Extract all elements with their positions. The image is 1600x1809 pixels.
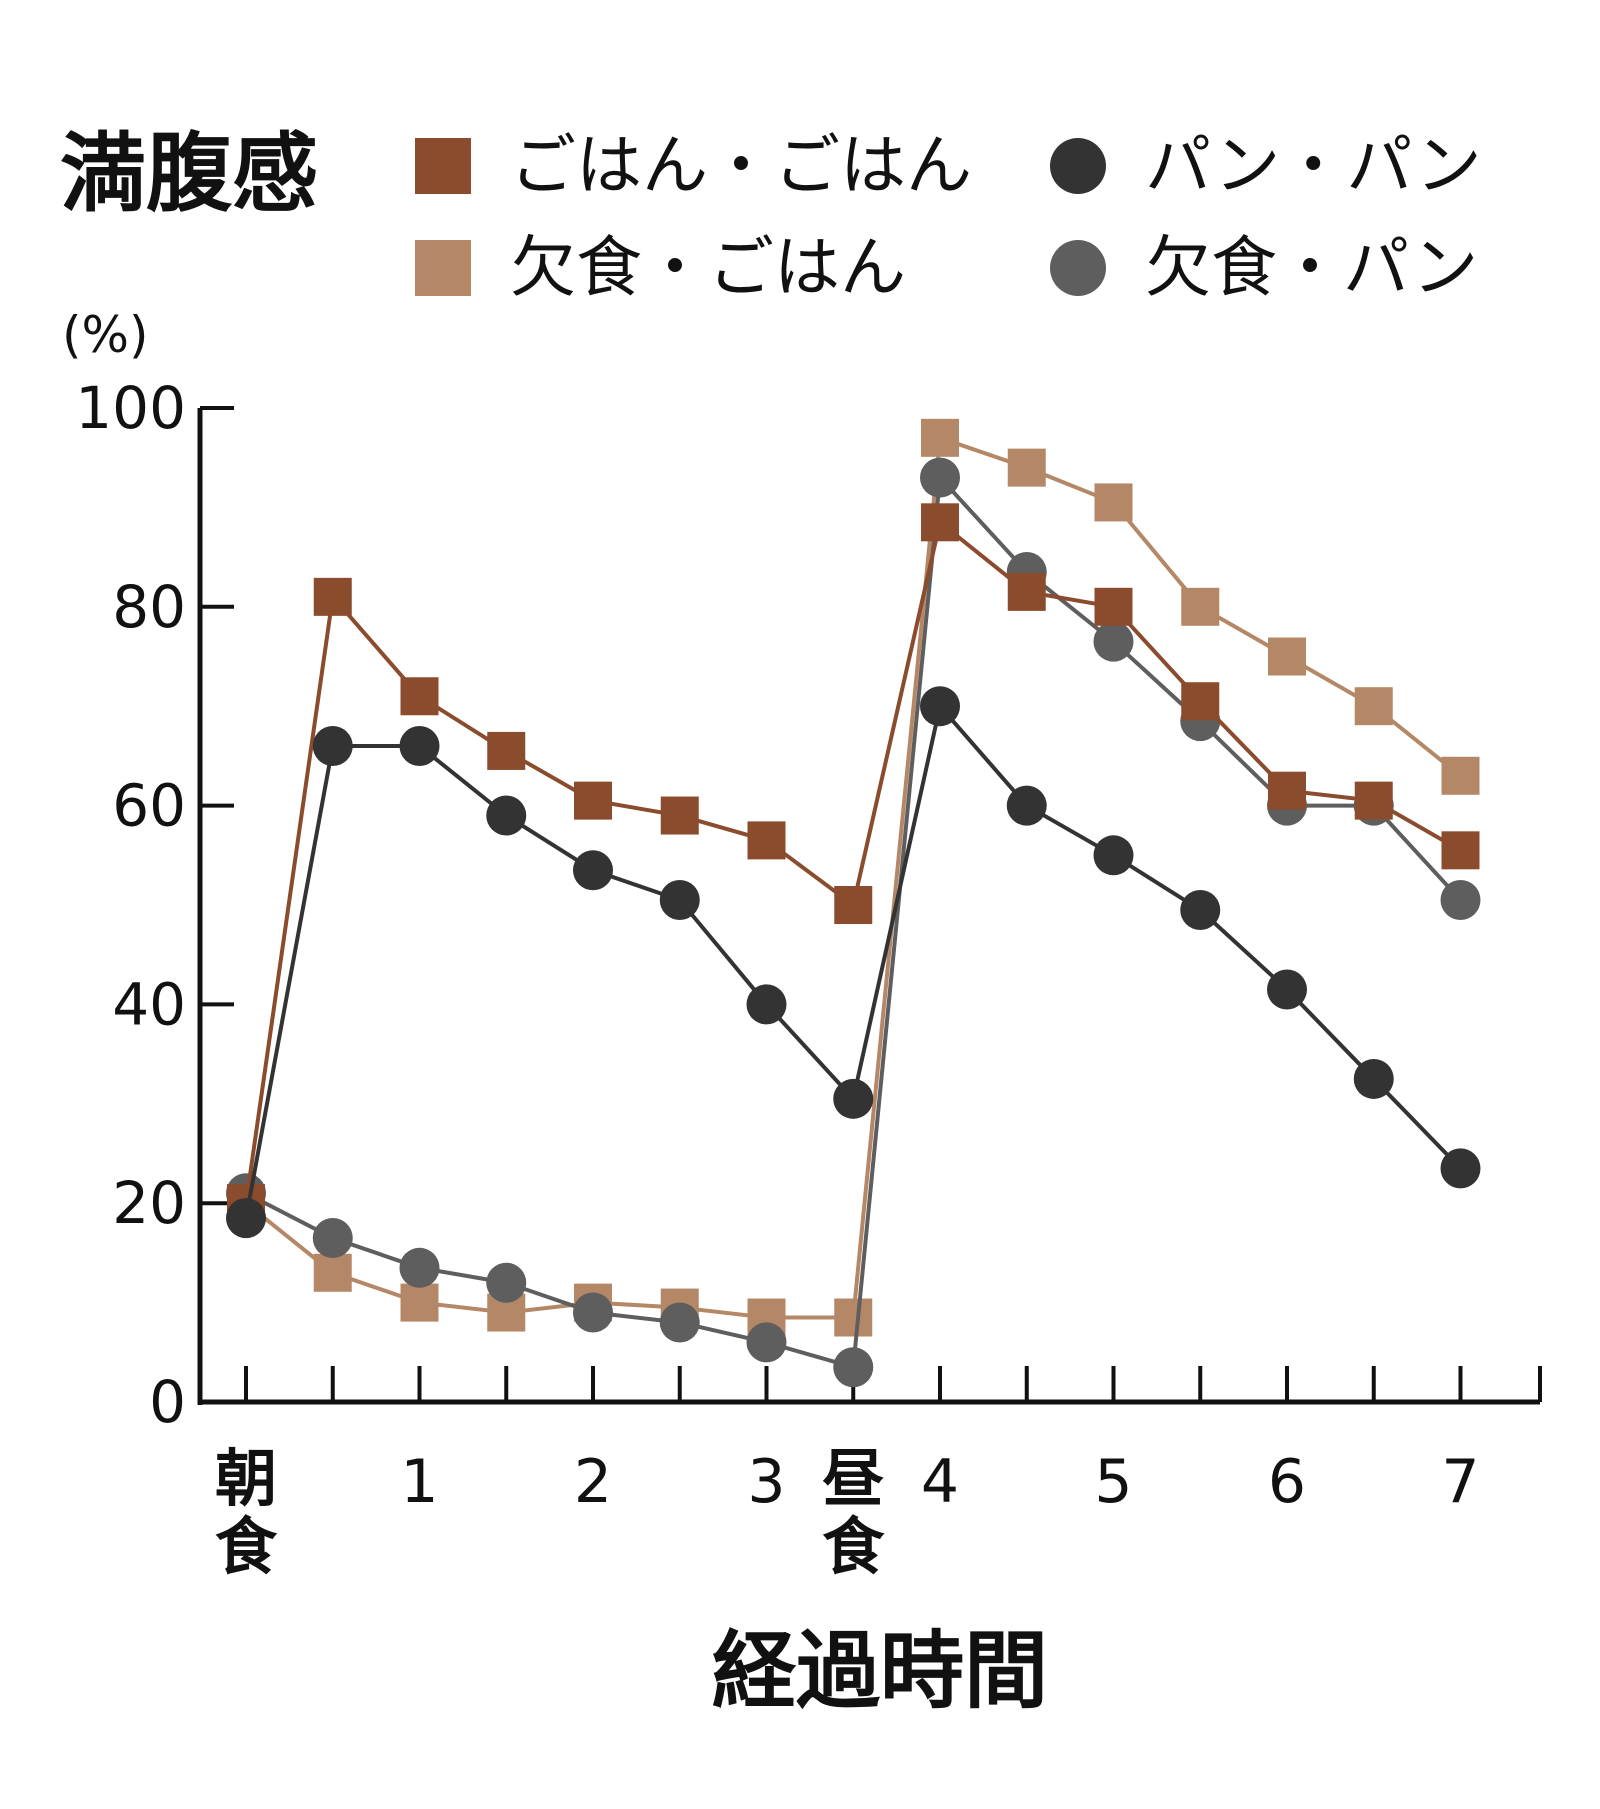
data-point [1441, 756, 1480, 795]
data-point [1094, 587, 1133, 626]
legend-item: パン・パン [1050, 127, 1482, 204]
data-point [1354, 687, 1393, 726]
data-point [746, 1322, 787, 1363]
x-tick-label: 1 [400, 1447, 438, 1517]
text-layer: 満腹感 (%) 経過時間 [60, 124, 1048, 1720]
data-point [226, 1198, 266, 1239]
data-point [1006, 785, 1047, 826]
data-point [834, 1298, 873, 1337]
data-point [486, 1262, 527, 1303]
legend-item: 欠食・パン [1050, 229, 1478, 306]
data-point [313, 1253, 352, 1292]
data-point [746, 984, 787, 1025]
chart-title: 満腹感 [60, 124, 318, 224]
data-point [660, 796, 699, 835]
y-tick-label: 40 [112, 970, 186, 1038]
data-point [312, 725, 353, 766]
data-point [399, 725, 440, 766]
data-point [1007, 448, 1046, 487]
legend-item: 欠食・ごはん [415, 229, 906, 306]
data-point [399, 1247, 440, 1288]
data-point [1268, 771, 1306, 810]
data-point [1441, 831, 1480, 870]
data-point [1268, 637, 1306, 676]
data-point [486, 795, 527, 836]
legend-circle-icon [1050, 240, 1106, 296]
legend-square-icon [415, 138, 471, 194]
series-0 [227, 503, 1480, 1223]
legend-label: ごはん・ごはん [510, 127, 972, 204]
x-tick-label: 5 [1094, 1447, 1132, 1517]
data-point [1440, 1148, 1481, 1189]
x-tick-label: 6 [1268, 1447, 1306, 1517]
series-line [244, 435, 1462, 1320]
y-tick-label: 80 [112, 573, 186, 641]
data-point [1180, 889, 1221, 930]
data-point [659, 880, 700, 921]
data-point [1354, 781, 1393, 820]
y-tick-label: 60 [112, 772, 186, 840]
data-point [920, 457, 960, 498]
data-point [1353, 1058, 1394, 1099]
y-tick-label: 100 [75, 374, 186, 442]
legend-label: 欠食・ごはん [510, 229, 906, 306]
series-1 [226, 686, 1481, 1239]
series-2 [227, 418, 1480, 1337]
data-point [487, 731, 526, 770]
legend-label: パン・パン [1145, 127, 1482, 204]
legend-square-icon [415, 240, 471, 296]
data-point [1181, 587, 1220, 626]
x-tick-label: 昼食 [822, 1442, 885, 1583]
y-tick-label: 20 [112, 1169, 186, 1237]
data-point [574, 781, 612, 820]
axes: 0 20 40 60 80 100 朝食 1 2 3 昼食 4 5 6 7 [75, 374, 1542, 1583]
data-point [1267, 969, 1307, 1010]
data-point [921, 503, 959, 542]
data-point [1094, 483, 1133, 522]
x-tick-label: 7 [1441, 1447, 1479, 1517]
x-tick-label: 2 [574, 1447, 612, 1517]
data-point [1093, 621, 1134, 662]
legend-item: ごはん・ごはん [415, 127, 972, 204]
data-point [833, 1347, 874, 1388]
data-point [747, 821, 786, 860]
data-point [1007, 572, 1046, 611]
data-point [573, 850, 613, 891]
data-point [313, 577, 352, 616]
data-point [659, 1302, 700, 1343]
data-point [1440, 880, 1481, 921]
data-point [573, 1292, 613, 1333]
x-axis-title: 経過時間 [712, 1622, 1048, 1720]
data-point [312, 1217, 353, 1258]
data-point [400, 677, 439, 716]
y-tick-label: 0 [149, 1368, 186, 1436]
data-point [834, 886, 873, 924]
legend-label: 欠食・パン [1145, 229, 1478, 306]
legend-circle-icon [1050, 138, 1106, 194]
data-point [1093, 835, 1134, 876]
data-point [920, 686, 960, 727]
data-point [400, 1283, 439, 1322]
series-layer [226, 418, 1481, 1388]
data-point [1181, 682, 1220, 721]
x-tick-label: 3 [747, 1447, 785, 1517]
data-point [921, 418, 959, 457]
data-point [833, 1078, 874, 1119]
x-tick-label: 4 [921, 1447, 959, 1517]
x-tick-label: 朝食 [215, 1442, 278, 1583]
y-axis-unit: (%) [62, 306, 149, 364]
